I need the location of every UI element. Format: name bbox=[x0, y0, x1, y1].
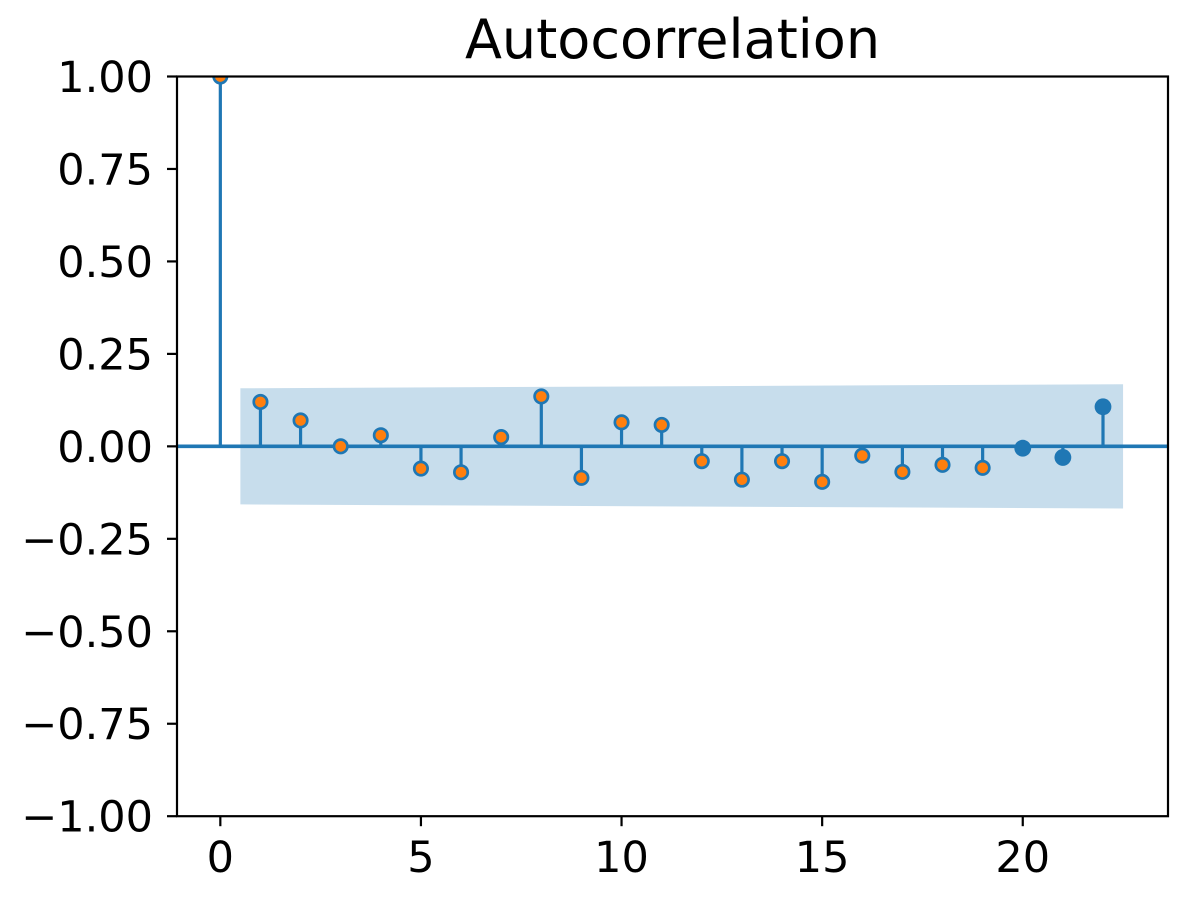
x-tick-label: 15 bbox=[795, 833, 850, 883]
axes-layer: 0 5 10 15 20 1.00 0.75 0.50 0.25 0.00 −0.25 −0.50 −0… bbox=[21, 53, 1170, 883]
marker-lag-6 bbox=[453, 464, 470, 481]
y-tick-label: −0.75 bbox=[21, 700, 153, 750]
chart-title: Autocorrelation bbox=[465, 8, 880, 71]
marker-lag-15 bbox=[814, 473, 831, 490]
marker-lag-3 bbox=[332, 438, 349, 455]
marker-lag-12 bbox=[693, 453, 710, 470]
marker-lag-14 bbox=[773, 453, 791, 470]
y-tick-label: 0.50 bbox=[57, 238, 153, 288]
marker-lag-9 bbox=[573, 469, 590, 486]
marker-lag-21 bbox=[1054, 449, 1072, 466]
y-tick-label: 0.75 bbox=[57, 145, 153, 195]
y-tick-label: 1.00 bbox=[57, 53, 153, 103]
marker-lag-7 bbox=[493, 429, 510, 446]
x-tick-label: 10 bbox=[594, 833, 649, 883]
marker-lag-1 bbox=[252, 393, 269, 411]
marker-lag-18 bbox=[934, 456, 951, 473]
y-tick-label: −0.50 bbox=[21, 608, 153, 658]
marker-layer bbox=[212, 76, 1112, 490]
marker-lag-20 bbox=[1014, 439, 1032, 457]
marker-lag-8 bbox=[533, 388, 550, 405]
marker-lag-10 bbox=[613, 414, 630, 431]
x-tick-label: 0 bbox=[207, 833, 234, 883]
marker-lag-5 bbox=[412, 460, 429, 477]
marker-lag-2 bbox=[292, 412, 309, 429]
marker-lag-22 bbox=[1094, 398, 1112, 416]
y-tick-label: 0.25 bbox=[57, 330, 153, 380]
x-tick-label: 5 bbox=[407, 833, 434, 883]
marker-lag-16 bbox=[854, 447, 871, 464]
marker-lag-4 bbox=[372, 427, 389, 444]
marker-lag-17 bbox=[894, 463, 911, 480]
marker-lag-11 bbox=[653, 416, 670, 433]
y-tick-label: −1.00 bbox=[21, 793, 153, 843]
marker-lag-19 bbox=[974, 459, 991, 476]
marker-lag-13 bbox=[733, 471, 750, 488]
x-tick-label: 20 bbox=[995, 833, 1050, 883]
y-tick-label: −0.25 bbox=[21, 515, 153, 565]
y-tick-label: 0.00 bbox=[57, 423, 153, 473]
